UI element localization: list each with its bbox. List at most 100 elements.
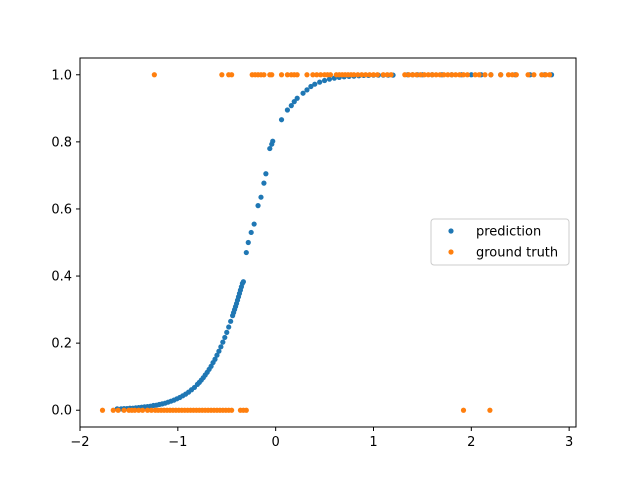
data-point-ground-truth bbox=[449, 72, 455, 78]
data-point-prediction bbox=[243, 249, 249, 256]
data-point-ground-truth bbox=[327, 72, 334, 78]
data-point-ground-truth bbox=[148, 407, 155, 413]
series-ground-truth bbox=[99, 72, 553, 413]
data-point-ground-truth bbox=[351, 72, 357, 78]
data-point-prediction bbox=[317, 79, 323, 85]
data-point-ground-truth bbox=[453, 72, 459, 78]
data-point-prediction bbox=[261, 180, 267, 186]
data-point-prediction bbox=[222, 334, 228, 341]
data-point-ground-truth bbox=[437, 72, 443, 78]
axes-frame bbox=[79, 57, 577, 428]
legend-box bbox=[430, 218, 570, 266]
data-point-ground-truth bbox=[144, 407, 151, 413]
data-point-ground-truth bbox=[132, 407, 138, 413]
data-point-ground-truth bbox=[229, 72, 235, 78]
x-tick-label: 3 bbox=[565, 435, 573, 450]
y-tick-label: 0.2 bbox=[51, 337, 72, 352]
data-point-ground-truth bbox=[505, 72, 512, 78]
data-point-ground-truth bbox=[363, 72, 369, 78]
data-point-prediction bbox=[226, 324, 232, 330]
y-tick-label: 1.0 bbox=[51, 68, 72, 83]
data-point-prediction bbox=[326, 76, 333, 82]
legend-label-prediction: prediction bbox=[476, 225, 541, 240]
data-point-prediction bbox=[294, 95, 300, 101]
data-point-prediction bbox=[255, 203, 261, 209]
data-point-ground-truth bbox=[243, 407, 249, 413]
data-point-ground-truth bbox=[406, 72, 412, 78]
data-point-ground-truth bbox=[384, 72, 390, 78]
data-point-ground-truth bbox=[425, 72, 431, 78]
data-point-ground-truth bbox=[513, 72, 519, 78]
data-point-prediction bbox=[220, 339, 226, 345]
data-point-ground-truth bbox=[413, 72, 420, 78]
data-point-ground-truth bbox=[269, 72, 275, 78]
data-point-ground-truth bbox=[482, 72, 488, 78]
data-point-ground-truth bbox=[278, 72, 285, 78]
data-point-ground-truth bbox=[429, 72, 435, 78]
data-point-ground-truth bbox=[318, 72, 324, 78]
data-point-prediction bbox=[248, 229, 254, 236]
data-point-ground-truth bbox=[310, 72, 316, 78]
data-point-prediction bbox=[218, 344, 224, 350]
data-point-prediction bbox=[304, 87, 310, 93]
plot-marks bbox=[99, 72, 555, 413]
data-point-prediction bbox=[468, 72, 474, 78]
data-point-ground-truth bbox=[314, 72, 320, 78]
data-point-ground-truth bbox=[99, 407, 106, 413]
data-point-ground-truth bbox=[417, 72, 424, 78]
data-point-ground-truth bbox=[543, 72, 549, 78]
data-point-ground-truth bbox=[136, 407, 142, 413]
data-point-ground-truth bbox=[151, 72, 157, 78]
data-point-ground-truth bbox=[445, 72, 451, 78]
data-point-ground-truth bbox=[380, 72, 386, 78]
data-point-prediction bbox=[258, 194, 264, 200]
data-point-ground-truth bbox=[261, 72, 267, 78]
data-point-ground-truth bbox=[402, 72, 408, 78]
data-point-prediction bbox=[267, 145, 273, 152]
data-point-ground-truth bbox=[509, 72, 516, 78]
data-point-prediction bbox=[251, 221, 257, 227]
x-tick-label: 1 bbox=[369, 435, 377, 450]
legend-marker-prediction bbox=[448, 228, 454, 234]
data-point-ground-truth bbox=[229, 407, 235, 413]
data-point-ground-truth bbox=[110, 407, 116, 413]
data-point-prediction bbox=[312, 81, 318, 87]
y-axis: 0.0 0.2 0.4 0.6 0.8 1.0 bbox=[51, 68, 80, 419]
x-axis: −2 −1 0 1 2 3 bbox=[70, 427, 573, 450]
data-point-ground-truth bbox=[121, 407, 127, 413]
data-point-prediction bbox=[212, 356, 218, 362]
data-point-ground-truth bbox=[464, 72, 471, 78]
data-point-ground-truth bbox=[487, 407, 493, 413]
data-point-prediction bbox=[288, 103, 294, 109]
data-point-prediction bbox=[245, 239, 251, 246]
data-point-prediction bbox=[216, 348, 222, 354]
data-point-ground-truth bbox=[355, 72, 361, 78]
data-point-prediction bbox=[308, 83, 314, 90]
data-point-prediction bbox=[228, 318, 234, 324]
data-point-ground-truth bbox=[359, 72, 365, 78]
data-point-ground-truth bbox=[525, 72, 531, 78]
data-point-ground-truth bbox=[219, 72, 225, 78]
data-point-prediction bbox=[224, 329, 230, 335]
data-point-prediction bbox=[278, 117, 285, 123]
data-point-prediction bbox=[291, 99, 297, 105]
data-point-ground-truth bbox=[140, 407, 146, 413]
y-tick-label: 0.8 bbox=[51, 135, 72, 150]
data-point-ground-truth bbox=[388, 72, 394, 78]
data-point-ground-truth bbox=[294, 72, 300, 78]
legend: prediction ground truth bbox=[430, 218, 570, 266]
data-point-ground-truth bbox=[539, 72, 545, 78]
data-point-ground-truth bbox=[366, 72, 373, 78]
data-point-ground-truth bbox=[441, 72, 447, 78]
legend-label-ground-truth: ground truth bbox=[476, 246, 558, 261]
data-point-prediction bbox=[284, 107, 290, 113]
x-tick-label: −2 bbox=[70, 435, 89, 450]
x-tick-label: −1 bbox=[168, 435, 187, 450]
x-tick-label: 0 bbox=[272, 435, 280, 450]
data-point-ground-truth bbox=[460, 407, 467, 413]
legend-marker-ground-truth bbox=[448, 249, 454, 255]
data-point-ground-truth bbox=[410, 72, 416, 78]
data-point-ground-truth bbox=[115, 407, 121, 413]
data-point-ground-truth bbox=[546, 72, 553, 78]
